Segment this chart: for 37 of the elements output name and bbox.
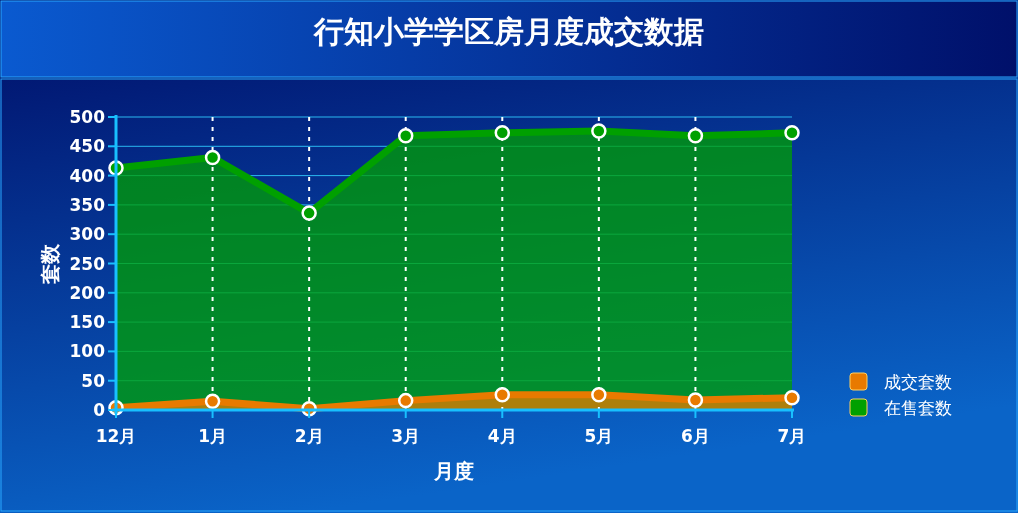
y-tick-label: 250 — [69, 253, 106, 274]
y-tick-label: 150 — [69, 312, 106, 333]
point — [784, 125, 800, 141]
point — [494, 387, 511, 403]
point — [204, 393, 221, 409]
legend-label: 成交套数 — [884, 372, 952, 392]
x-tick-label: 12月 — [95, 426, 137, 446]
x-tick-label: 3月 — [391, 426, 421, 446]
y-tick-label: 450 — [69, 136, 106, 157]
x-axis-title: 月度 — [433, 459, 474, 483]
y-axis-title: 套数 — [38, 242, 62, 285]
point — [397, 392, 414, 409]
y-tick-label: 400 — [69, 165, 106, 186]
x-tick-label: 2月 — [294, 426, 324, 446]
point — [784, 389, 800, 406]
point — [397, 128, 414, 144]
point — [204, 149, 221, 166]
y-tick-label: 350 — [69, 194, 106, 215]
chart-title: 行知小学学区房月度成交数据 — [313, 14, 704, 49]
y-tick-label: 0 — [93, 400, 106, 420]
point — [301, 205, 317, 221]
x-tick-label: 4月 — [487, 426, 517, 446]
x-tick-label: 7月 — [777, 426, 807, 446]
point — [494, 125, 511, 141]
x-tick-label: 5月 — [584, 426, 614, 446]
x-tick-label: 6月 — [681, 426, 710, 446]
x-tick-label: 1月 — [198, 426, 227, 446]
y-tick-label: 50 — [81, 370, 106, 391]
y-tick-label: 500 — [69, 107, 106, 127]
y-tick-label: 200 — [69, 282, 106, 303]
y-tick-label: 300 — [69, 224, 106, 245]
legend-label: 在售套数 — [884, 398, 952, 418]
y-tick-label: 100 — [69, 341, 106, 362]
point — [591, 387, 607, 403]
point — [591, 123, 607, 139]
point — [687, 128, 704, 144]
point — [687, 392, 704, 408]
